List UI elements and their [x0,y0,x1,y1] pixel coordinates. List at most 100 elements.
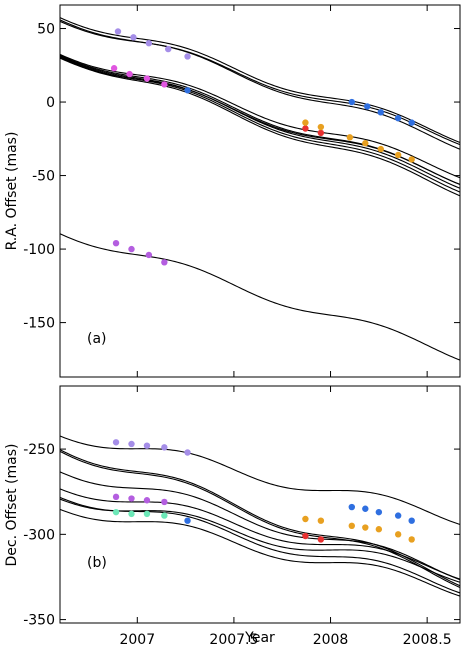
x-tick-label: 2007 [119,632,155,648]
data-point [362,524,369,531]
data-point [184,87,191,94]
data-point [145,251,153,259]
panel-b-label: (b) [87,555,107,571]
panel-a-label: (a) [87,331,107,347]
data-point [364,103,371,110]
panel-b-x-axis-title: Year [244,630,275,646]
y-tick-label: 50 [37,22,55,38]
y-tick-label: 0 [46,95,55,111]
data-point [394,531,402,538]
data-point [130,34,137,41]
model-curve [59,496,461,594]
x-tick-label: 2008.5 [403,632,452,648]
data-point [317,123,325,131]
data-point [143,75,151,82]
data-point [348,98,355,106]
data-point [302,532,309,540]
data-point [128,495,135,502]
model-curve [59,56,461,197]
panel-b-curves [59,435,461,597]
data-point [161,512,168,519]
model-curve [59,450,461,588]
panel-b-x-ticks: 2007 2007.5 2008 2008.5 [119,386,452,648]
data-point [377,145,384,153]
model-curve [59,508,461,597]
data-point [362,505,369,512]
data-point [302,125,309,132]
data-point [143,497,151,504]
data-point [408,536,415,543]
panel-a-frame [59,4,461,378]
y-tick-label: -350 [23,613,55,629]
data-point [143,442,151,449]
data-point [362,140,369,147]
data-point [128,440,135,448]
y-tick-label: -50 [32,169,55,185]
data-point [408,156,415,163]
data-point [317,517,325,524]
panel-a-points [110,28,415,266]
data-point [161,259,168,266]
data-point [348,503,355,511]
data-point [408,119,415,126]
data-point [302,119,309,126]
data-point [375,526,383,533]
panel-a-y-axis-title: R.A. Offset (mas) [4,132,20,251]
data-point [184,449,191,456]
data-point [165,45,172,53]
panel-b-y-axis-title: Dec. Offset (mas) [4,444,20,567]
data-point [161,444,168,451]
y-tick-label: -300 [23,527,55,543]
model-curve [59,435,461,526]
model-curve [59,55,461,189]
panel-a-curves [59,17,461,361]
data-point [317,536,325,543]
data-point [161,498,168,506]
panel-a-y-ticks: 50 0 -50 -100 -150 [23,22,460,332]
model-curve [59,471,461,581]
panel-b-points [112,439,415,543]
data-point [408,517,415,524]
data-point [128,245,135,253]
model-curve [59,498,461,583]
x-tick-label: 2007.5 [209,632,258,648]
data-point [128,510,135,518]
data-point [126,70,133,78]
y-tick-label: -150 [23,316,55,332]
data-point [112,508,120,516]
x-tick-label: 2008 [313,632,349,648]
data-point [394,512,402,519]
data-point [112,493,120,501]
data-point [114,28,122,35]
data-point [348,522,355,530]
data-point [346,134,354,141]
panel-b-frame [59,385,461,624]
panel-a-x-ticks [136,5,428,377]
data-point [377,109,384,116]
model-curve [59,233,461,361]
data-point [112,240,120,247]
data-point [184,517,191,524]
y-tick-label: -250 [23,442,55,458]
data-point [375,508,383,516]
data-point [302,515,309,523]
panel-a: 50 0 -50 -100 -150 (a) R.A. Offset (mas) [4,4,461,378]
data-point [394,115,402,122]
data-point [317,129,325,137]
data-point [143,510,151,518]
panel-b-y-ticks: -250 -300 -350 [23,442,460,629]
data-point [110,65,118,72]
data-point [184,53,191,60]
data-point [112,439,120,446]
y-tick-label: -100 [23,242,55,258]
model-curve [59,20,461,146]
panel-b: 2007 2007.5 2008 2008.5 -250 -300 -350 (b) De… [4,385,461,648]
model-curve [59,449,461,587]
data-point [145,40,153,47]
model-curve [59,488,461,580]
data-point [161,81,168,88]
data-point [394,151,402,159]
model-curve [59,57,461,185]
model-curve [59,17,461,143]
